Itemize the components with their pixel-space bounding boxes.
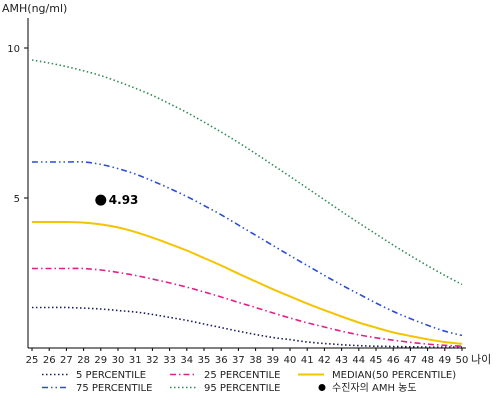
x-tick-label: 37 [232, 355, 245, 366]
legend-label-3: 75 PERCENTILE [76, 383, 152, 394]
legend-label-5: 수진자의 AMH 농도 [332, 382, 417, 394]
x-tick-label: 29 [94, 355, 107, 366]
x-tick-label: 26 [43, 355, 56, 366]
x-tick-label: 30 [112, 355, 125, 366]
x-tick-label: 48 [421, 355, 434, 366]
series-line-4 [31, 59, 463, 286]
highlight-layer: 4.93 [95, 193, 138, 207]
x-tick-label: 45 [370, 355, 383, 366]
x-ticks: 25 26 27 28 29 30 31 32 33 34 35 36 37 38 39 40 41 42 43 44… [26, 348, 469, 366]
series-line-0 [31, 306, 462, 348]
axes [27, 18, 466, 349]
x-tick-label: 28 [77, 355, 90, 366]
series-line-2 [32, 220, 463, 345]
y-ticks: 5 10 [7, 44, 28, 205]
x-tick-label: 50 [456, 355, 469, 366]
x-tick-label: 43 [335, 355, 348, 366]
patient-amh-value-label: 4.93 [109, 193, 139, 207]
y-tick-label: 10 [7, 44, 20, 55]
x-tick-label: 36 [215, 355, 228, 366]
x-tick-label: 32 [146, 355, 159, 366]
series-line-1 [32, 267, 463, 347]
x-tick-label: 46 [387, 355, 400, 366]
x-tick-label: 49 [438, 355, 451, 366]
x-tick-label: 33 [163, 355, 176, 366]
y-axis-label: AMH(ng/ml) [2, 2, 67, 15]
x-tick-label: 41 [301, 355, 314, 366]
x-tick-label: 34 [180, 355, 193, 366]
legend: 5 PERCENTILE 25 PERCENTILE MEDIAN(50 PERCE… [42, 370, 456, 394]
x-tick-label: 39 [266, 355, 279, 366]
x-tick-label: 31 [129, 355, 142, 366]
legend-label-2: MEDIAN(50 PERCENTILE) [332, 370, 456, 381]
x-tick-label: 27 [60, 355, 73, 366]
patient-amh-point [95, 194, 107, 206]
x-axis-label: 나이 [471, 353, 491, 366]
x-tick-label: 47 [404, 355, 417, 366]
x-tick-label: 42 [318, 355, 331, 366]
x-tick-label: 25 [26, 355, 39, 366]
legend-label-0: 5 PERCENTILE [76, 370, 146, 381]
x-tick-label: 35 [198, 355, 211, 366]
legend-label-4: 95 PERCENTILE [204, 383, 280, 394]
x-tick-label: 44 [352, 355, 365, 366]
legend-swatch-5 [318, 384, 326, 391]
series-line-3 [32, 161, 463, 337]
x-tick-label: 38 [249, 355, 262, 366]
y-tick-label: 5 [14, 194, 20, 205]
x-tick-label: 40 [284, 355, 297, 366]
legend-label-1: 25 PERCENTILE [204, 370, 280, 381]
series-layer [31, 59, 463, 348]
